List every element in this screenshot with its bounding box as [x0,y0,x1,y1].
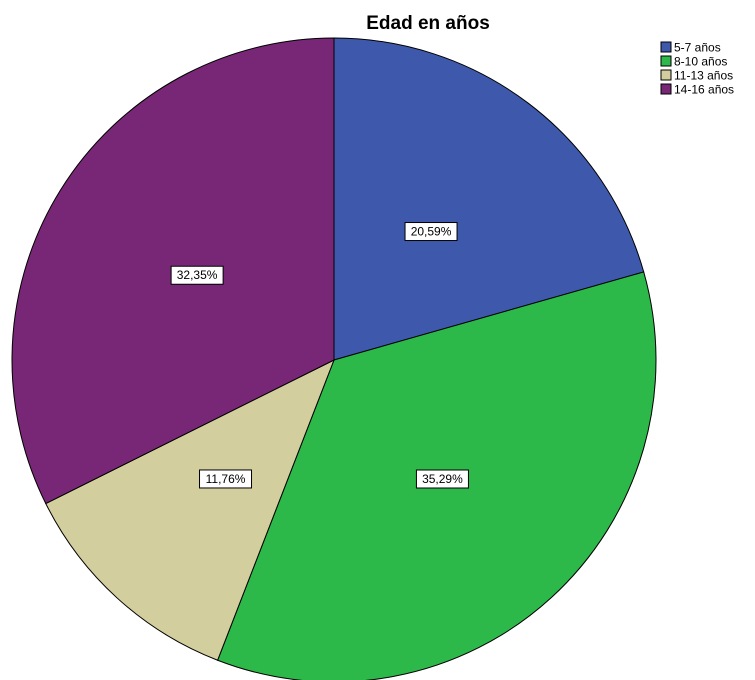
legend-label: 5-7 años [674,41,721,55]
legend-item: 8-10 años [660,55,727,69]
legend-item: 14-16 años [660,83,734,97]
pie-slice [333,37,645,361]
slice-label-box [404,222,458,242]
slice-label-text: 35,29% [422,472,463,486]
legend-swatch [660,55,672,67]
slice-labels: 20,59% 35,29% 11,76% 32,35% [170,222,469,489]
slice-label: 11,76% [199,469,253,489]
legend-label: 8-10 años [674,55,727,69]
slice-label-text: 32,35% [177,268,218,282]
legend-item: 5-7 años [660,41,721,55]
pie-slice [45,358,335,661]
slice-label: 20,59% [404,222,458,242]
slice-label-box [170,265,224,285]
slice-label-box [415,469,469,489]
slice-label-text: 11,76% [206,472,246,486]
slice-label: 35,29% [415,469,469,489]
legend-swatch [660,41,672,53]
legend-swatch [660,69,672,81]
pie-slices [11,37,657,680]
legend-label: 11-13 años [674,69,733,83]
slice-label: 32,35% [170,265,224,285]
legend-label: 14-16 años [674,83,734,97]
slice-label-text: 20,59% [411,225,452,239]
chart-title: Edad en años [366,13,490,34]
slice-label-box [199,469,253,489]
legend-item: 11-13 años [660,69,733,83]
legend-swatch [660,83,672,95]
